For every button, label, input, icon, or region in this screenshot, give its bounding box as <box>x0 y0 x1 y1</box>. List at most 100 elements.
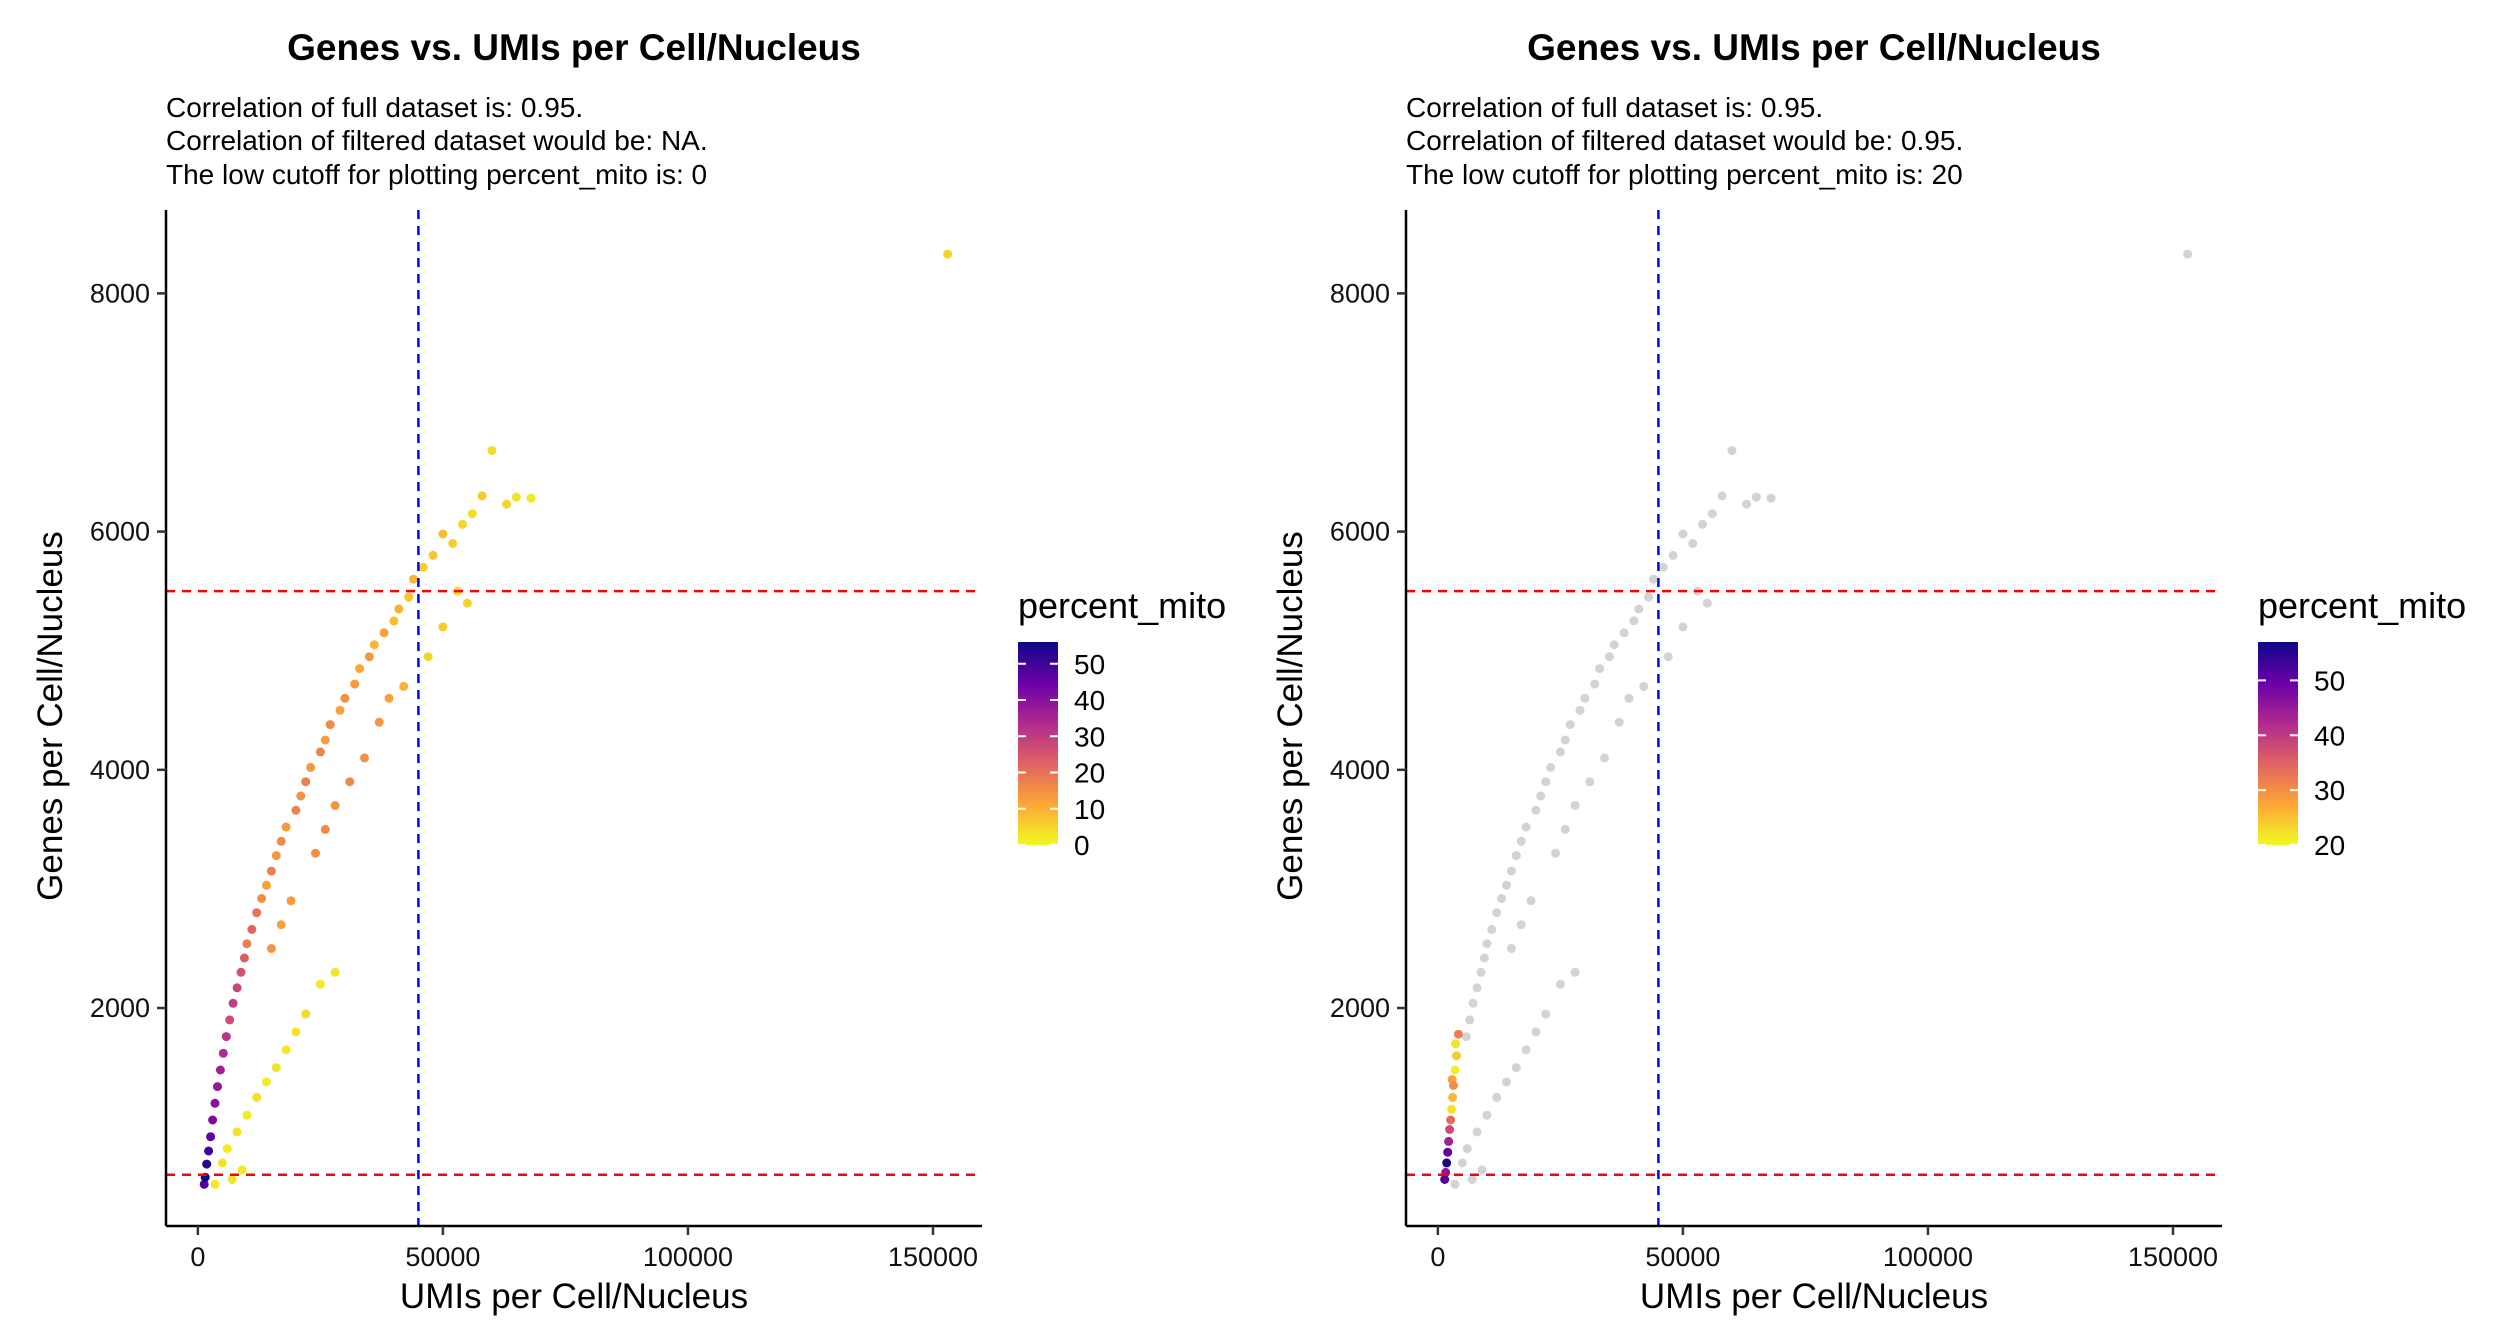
chart-subtitle-line-1: Correlation of full dataset is: 0.95. <box>1406 92 1823 123</box>
data-point <box>266 866 276 876</box>
data-point <box>222 1144 232 1154</box>
axes: 0 50000 100000 150000 2000 4000 6000 8000 <box>1330 210 2222 1272</box>
data-point <box>242 939 252 949</box>
data-point <box>1497 894 1507 903</box>
data-point <box>1560 824 1570 834</box>
data-point <box>1447 1104 1457 1114</box>
data-point <box>1492 908 1502 918</box>
data-point <box>210 1179 220 1189</box>
data-point <box>1451 1039 1460 1049</box>
data-point <box>462 598 472 608</box>
data-point <box>1585 777 1595 787</box>
data-point <box>374 717 384 727</box>
data-point <box>350 679 360 689</box>
chart-subtitle-line-2: Correlation of filtered dataset would be… <box>1406 125 1963 156</box>
data-point <box>360 753 369 763</box>
data-point <box>1444 1136 1454 1146</box>
data-point <box>266 944 276 953</box>
x-tick-label: 0 <box>1430 1242 1445 1272</box>
data-point <box>1555 979 1565 989</box>
data-point <box>301 1009 311 1019</box>
data-point <box>487 446 497 456</box>
data-point <box>281 822 291 832</box>
data-point <box>1580 693 1590 703</box>
data-point <box>438 529 448 539</box>
data-point <box>526 493 536 503</box>
data-point <box>204 1146 214 1156</box>
legend-ticks: 0 10 20 30 40 50 <box>1018 649 1105 861</box>
data-point <box>1555 747 1565 757</box>
data-point <box>221 1032 231 1042</box>
data-point <box>1688 539 1698 548</box>
data-point <box>1446 1115 1456 1125</box>
data-point <box>1541 777 1551 787</box>
data-point <box>1487 924 1497 934</box>
y-tick-label: 2000 <box>90 993 150 1023</box>
data-point <box>281 1045 291 1055</box>
y-axis-label: Genes per Cell/Nucleus <box>1271 531 1310 901</box>
data-point <box>247 924 257 934</box>
x-tick-label: 100000 <box>643 1242 733 1272</box>
legend-tick-label: 50 <box>1074 649 1105 680</box>
data-point <box>1502 1077 1511 1087</box>
data-point <box>306 762 316 772</box>
data-point <box>1461 1032 1471 1042</box>
data-point <box>296 791 306 801</box>
data-point <box>438 622 448 632</box>
legend-tick-label: 20 <box>1074 758 1105 789</box>
data-point <box>315 747 325 757</box>
data-point <box>1492 1092 1502 1102</box>
data-point <box>355 664 365 674</box>
data-point <box>1560 735 1570 745</box>
chart-title: Genes vs. UMIs per Cell/Nucleus <box>287 27 861 68</box>
data-point <box>1742 499 1752 509</box>
data-point <box>1624 693 1634 703</box>
data-point <box>257 894 267 903</box>
y-tick-label: 2000 <box>1330 993 1390 1023</box>
data-point <box>330 967 340 977</box>
data-point <box>1629 616 1639 626</box>
points-layer <box>1440 249 2193 1189</box>
data-point <box>423 652 433 662</box>
data-point <box>1449 1081 1458 1090</box>
chart-subtitle-line-3: The low cutoff for plotting percent_mito… <box>166 159 707 190</box>
data-point <box>1604 652 1614 662</box>
data-point <box>1668 550 1678 560</box>
data-point <box>1440 1175 1450 1184</box>
y-tick-label: 6000 <box>1330 517 1390 547</box>
data-point <box>943 249 953 259</box>
data-point <box>213 1082 222 1092</box>
data-point <box>1609 640 1619 650</box>
y-tick-label: 8000 <box>90 278 150 308</box>
data-point <box>218 1048 228 1058</box>
data-point <box>1450 1179 1460 1189</box>
data-point <box>389 616 399 626</box>
chart-title: Genes vs. UMIs per Cell/Nucleus <box>1527 27 2101 68</box>
data-point <box>467 509 477 519</box>
data-point <box>1448 1092 1458 1102</box>
color-legend: percent_mito 20 30 40 50 <box>2258 585 2466 861</box>
y-axis-label: Genes per Cell/Nucleus <box>31 531 70 901</box>
data-point <box>217 1158 227 1168</box>
data-point <box>1502 880 1511 890</box>
data-point <box>1476 967 1486 977</box>
data-point <box>215 1065 225 1075</box>
data-point <box>232 983 242 993</box>
data-point <box>262 1077 271 1087</box>
y-tick-label: 8000 <box>1330 278 1390 308</box>
data-point <box>458 519 467 529</box>
data-point <box>1707 509 1717 519</box>
data-point <box>2183 249 2193 259</box>
data-point <box>1482 939 1492 949</box>
data-point <box>1565 720 1575 730</box>
data-point <box>199 1179 209 1189</box>
data-point <box>1521 1045 1531 1055</box>
data-point <box>1639 681 1649 691</box>
data-point <box>239 953 249 963</box>
data-point <box>1614 717 1624 727</box>
x-axis-label: UMIs per Cell/Nucleus <box>1640 1277 1988 1316</box>
data-point <box>320 824 330 834</box>
legend-title: percent_mito <box>1018 585 1226 626</box>
data-point <box>1644 592 1654 602</box>
